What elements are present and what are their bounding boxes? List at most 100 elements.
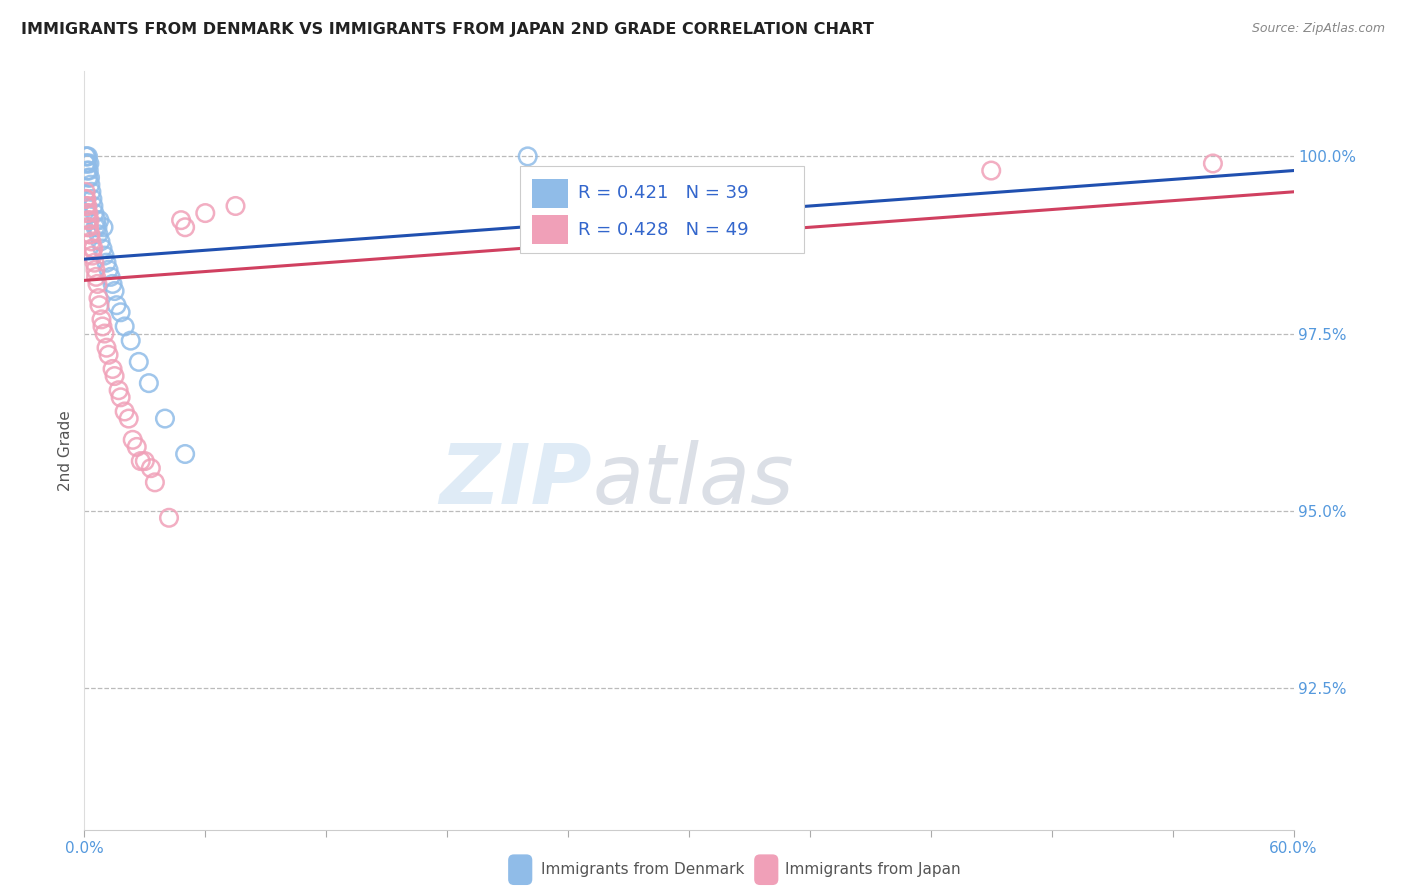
Point — [779, 170, 801, 185]
Point — [75, 192, 97, 206]
Point — [79, 227, 101, 242]
Point — [96, 341, 118, 355]
Point — [153, 411, 176, 425]
Point — [97, 348, 120, 362]
Point — [76, 156, 98, 170]
Point — [637, 178, 659, 192]
Point — [79, 178, 101, 192]
Point — [114, 404, 136, 418]
Point — [76, 163, 98, 178]
Point — [76, 206, 98, 220]
Point — [75, 156, 97, 170]
Point — [77, 149, 100, 163]
Text: Immigrants from Japan: Immigrants from Japan — [785, 863, 960, 877]
Point — [980, 163, 1002, 178]
Point — [96, 255, 118, 269]
Point — [79, 170, 101, 185]
Point — [82, 192, 104, 206]
Point — [80, 185, 103, 199]
Point — [118, 411, 141, 425]
Point — [84, 220, 107, 235]
Point — [1202, 156, 1225, 170]
Point — [75, 185, 97, 199]
Point — [93, 249, 115, 263]
Point — [86, 213, 108, 227]
Text: Source: ZipAtlas.com: Source: ZipAtlas.com — [1251, 22, 1385, 36]
Point — [83, 255, 105, 269]
Point — [82, 249, 104, 263]
Point — [87, 291, 110, 305]
Point — [75, 149, 97, 163]
Point — [80, 242, 103, 256]
Point — [225, 199, 247, 213]
Point — [87, 227, 110, 242]
FancyBboxPatch shape — [520, 166, 804, 253]
Point — [120, 334, 142, 348]
Point — [129, 454, 152, 468]
Point — [89, 298, 111, 312]
Point — [101, 362, 124, 376]
Point — [97, 262, 120, 277]
Point — [121, 433, 143, 447]
Point — [84, 262, 107, 277]
Point — [157, 510, 180, 524]
Point — [174, 447, 197, 461]
Point — [77, 170, 100, 185]
Point — [75, 199, 97, 213]
Point — [100, 269, 122, 284]
Point — [138, 376, 160, 391]
Point — [76, 220, 98, 235]
Point — [80, 235, 103, 249]
Point — [134, 454, 156, 468]
Point — [516, 149, 538, 163]
Point — [79, 213, 101, 227]
Point — [194, 206, 217, 220]
Point — [89, 235, 111, 249]
Text: Immigrants from Denmark: Immigrants from Denmark — [541, 863, 745, 877]
Point — [110, 305, 132, 319]
Point — [93, 220, 115, 235]
Point — [139, 461, 162, 475]
Point — [107, 383, 129, 397]
Point — [75, 156, 97, 170]
Point — [82, 199, 104, 213]
Point — [91, 242, 114, 256]
Point — [77, 220, 100, 235]
Text: IMMIGRANTS FROM DENMARK VS IMMIGRANTS FROM JAPAN 2ND GRADE CORRELATION CHART: IMMIGRANTS FROM DENMARK VS IMMIGRANTS FR… — [21, 22, 875, 37]
Point — [82, 242, 104, 256]
Point — [86, 220, 108, 235]
Point — [128, 355, 150, 369]
Point — [174, 220, 197, 235]
Point — [90, 312, 112, 326]
Point — [104, 369, 127, 384]
Text: R = 0.428   N = 49: R = 0.428 N = 49 — [578, 221, 748, 239]
Point — [77, 206, 100, 220]
Text: atlas: atlas — [592, 441, 794, 521]
Point — [93, 326, 115, 341]
FancyBboxPatch shape — [531, 216, 568, 244]
Point — [143, 475, 166, 490]
Point — [79, 156, 101, 170]
Y-axis label: 2nd Grade: 2nd Grade — [58, 410, 73, 491]
Point — [75, 192, 97, 206]
Point — [79, 227, 101, 242]
Point — [83, 206, 105, 220]
Text: R = 0.421   N = 39: R = 0.421 N = 39 — [578, 185, 748, 202]
Point — [89, 213, 111, 227]
Point — [104, 284, 127, 298]
Point — [125, 440, 148, 454]
Point — [76, 199, 98, 213]
Text: ZIP: ZIP — [440, 441, 592, 521]
Point — [77, 163, 100, 178]
FancyBboxPatch shape — [531, 179, 568, 208]
Point — [105, 298, 128, 312]
Point — [101, 277, 124, 291]
Point — [114, 319, 136, 334]
Point — [91, 319, 114, 334]
Point — [77, 213, 100, 227]
Point — [110, 390, 132, 404]
Point — [170, 213, 193, 227]
Point — [84, 269, 107, 284]
Point — [76, 149, 98, 163]
Point — [86, 277, 108, 291]
